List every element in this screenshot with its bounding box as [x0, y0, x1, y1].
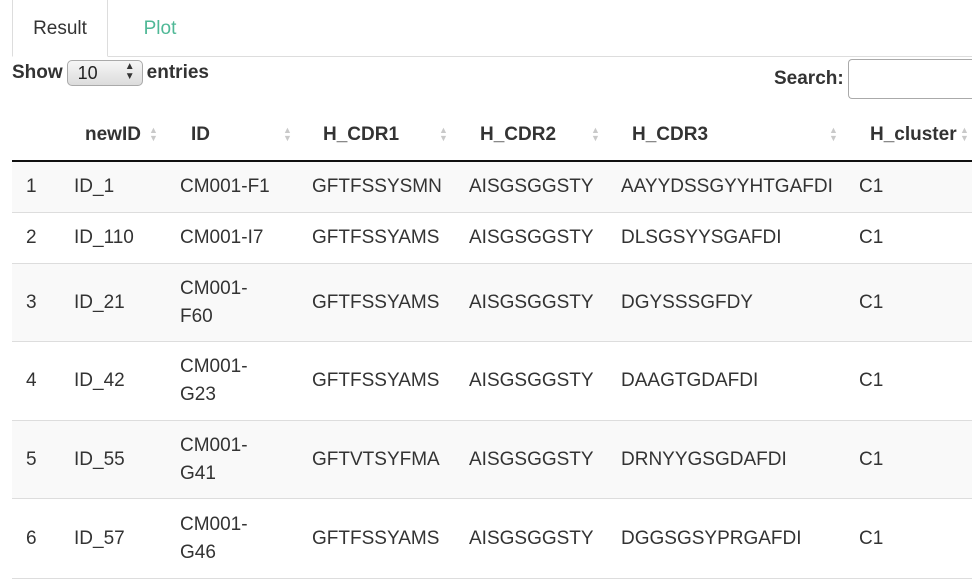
- select-arrows-icon: ▲ ▼: [124, 61, 135, 82]
- search-input[interactable]: [847, 59, 972, 99]
- column-header-label: H_CDR3: [632, 124, 709, 145]
- cell-h-cdr3: AAYYDSSGYYHTGAFDI: [621, 176, 833, 197]
- search-control: Search:: [774, 58, 972, 100]
- cell-h-cluster: C1: [859, 448, 884, 470]
- sort-icon: ▲ ▼: [960, 125, 969, 143]
- cell-newid: ID_42: [74, 370, 125, 391]
- cell-id: CM001-F1: [180, 176, 270, 197]
- results-table: newID ▲ ▼ ID ▲ ▼ H_CDR1 ▲ ▼ H_CDR2 ▲ ▼ H_CDR…: [12, 110, 972, 579]
- cell-h-cdr1: GFTVTSYFMA: [312, 448, 440, 470]
- cell-h-cdr1: GFTFSSYAMS: [312, 227, 440, 248]
- cell-h-cdr2: AISGSGGSTY: [469, 448, 594, 470]
- column-header-id[interactable]: ID: [191, 110, 210, 160]
- cell-id: CM001-G46: [180, 513, 248, 563]
- row-number: 6: [26, 527, 37, 549]
- show-label: Show: [12, 62, 63, 83]
- table-row[interactable]: 2 ID_110 CM001-I7 GFTFSSYAMS AISGSGGSTY …: [12, 213, 972, 264]
- cell-h-cdr3: DGYSSSGFDY: [621, 291, 753, 313]
- cell-h-cdr1: GFTFSSYAMS: [312, 370, 440, 391]
- entries-select[interactable]: 10 ▲ ▼: [66, 60, 143, 86]
- column-header-label: H_CDR2: [480, 124, 557, 145]
- table-header: newID ▲ ▼ ID ▲ ▼ H_CDR1 ▲ ▼ H_CDR2 ▲ ▼ H_CDR…: [12, 110, 972, 162]
- row-number: 2: [26, 227, 37, 248]
- cell-newid: ID_55: [74, 448, 125, 470]
- cell-h-cdr3: DAAGTGDAFDI: [621, 370, 759, 391]
- cell-id: CM001-G23: [180, 356, 248, 405]
- column-header-h-cdr2[interactable]: H_CDR2: [480, 110, 556, 160]
- cell-h-cdr3: DGGSGSYPRGAFDI: [621, 527, 802, 549]
- table-row[interactable]: 1 ID_1 CM001-F1 GFTFSSYSMN AISGSGGSTY AA…: [12, 162, 972, 213]
- cell-h-cdr2: AISGSGGSTY: [469, 176, 594, 197]
- sort-icon: ▲ ▼: [591, 125, 600, 143]
- column-header-label: H_cluster: [870, 124, 957, 145]
- sort-icon: ▲ ▼: [439, 125, 448, 143]
- column-header-h-cdr3[interactable]: H_CDR3: [632, 110, 708, 160]
- column-header-label: newID: [85, 124, 141, 145]
- table-row[interactable]: 6 ID_57 CM001-G46 GFTFSSYAMS AISGSGGSTY …: [12, 499, 972, 579]
- sort-icon: ▲ ▼: [283, 125, 292, 143]
- cell-h-cdr3: DLSGSYYSGAFDI: [621, 227, 782, 248]
- column-header-label: H_CDR1: [323, 124, 400, 145]
- cell-id: CM001-G41: [180, 434, 248, 484]
- table-row[interactable]: 5 ID_55 CM001-G41 GFTVTSYFMA AISGSGGSTY …: [12, 421, 972, 499]
- column-header-h-cdr1[interactable]: H_CDR1: [323, 110, 399, 160]
- search-label: Search:: [774, 68, 844, 89]
- entries-label: entries: [146, 62, 209, 83]
- cell-h-cluster: C1: [859, 527, 884, 549]
- cell-h-cdr1: GFTFSSYSMN: [312, 176, 442, 197]
- cell-h-cdr2: AISGSGGSTY: [469, 527, 594, 549]
- sort-icon: ▲ ▼: [829, 125, 838, 143]
- tab-bar: Result Plot: [12, 0, 972, 57]
- column-header-label: ID: [191, 124, 210, 145]
- cell-id: CM001-F60: [180, 277, 248, 327]
- cell-h-cdr2: AISGSGGSTY: [469, 291, 594, 313]
- cell-h-cdr1: GFTFSSYAMS: [312, 527, 440, 549]
- tab-plot[interactable]: Plot: [143, 18, 177, 39]
- cell-newid: ID_57: [74, 527, 125, 549]
- cell-h-cluster: C1: [859, 227, 884, 248]
- cell-id: CM001-I7: [180, 227, 264, 248]
- cell-h-cdr2: AISGSGGSTY: [469, 227, 594, 248]
- cell-h-cluster: C1: [859, 176, 884, 197]
- row-number: 3: [26, 291, 37, 313]
- sort-icon: ▲ ▼: [149, 125, 158, 143]
- column-header-h-cluster[interactable]: H_cluster: [870, 110, 957, 160]
- row-number: 4: [26, 370, 37, 391]
- row-number: 5: [26, 448, 37, 470]
- table-row[interactable]: 3 ID_21 CM001-F60 GFTFSSYAMS AISGSGGSTY …: [12, 264, 972, 342]
- cell-newid: ID_21: [74, 291, 125, 313]
- column-header-newid[interactable]: newID: [85, 110, 141, 160]
- table-row[interactable]: 4 ID_42 CM001-G23 GFTFSSYAMS AISGSGGSTY …: [12, 342, 972, 421]
- cell-h-cluster: C1: [859, 291, 884, 313]
- tab-result[interactable]: Result: [12, 0, 108, 57]
- cell-newid: ID_110: [74, 227, 134, 248]
- page-length-control: Show 10 ▲ ▼ entries: [12, 58, 209, 88]
- cell-h-cdr2: AISGSGGSTY: [469, 370, 594, 391]
- cell-h-cdr1: GFTFSSYAMS: [312, 291, 440, 313]
- cell-h-cluster: C1: [859, 370, 884, 391]
- cell-h-cdr3: DRNYYGSGDAFDI: [621, 448, 787, 470]
- row-number: 1: [26, 176, 37, 197]
- cell-newid: ID_1: [74, 176, 115, 197]
- entries-select-value: 10: [77, 63, 98, 83]
